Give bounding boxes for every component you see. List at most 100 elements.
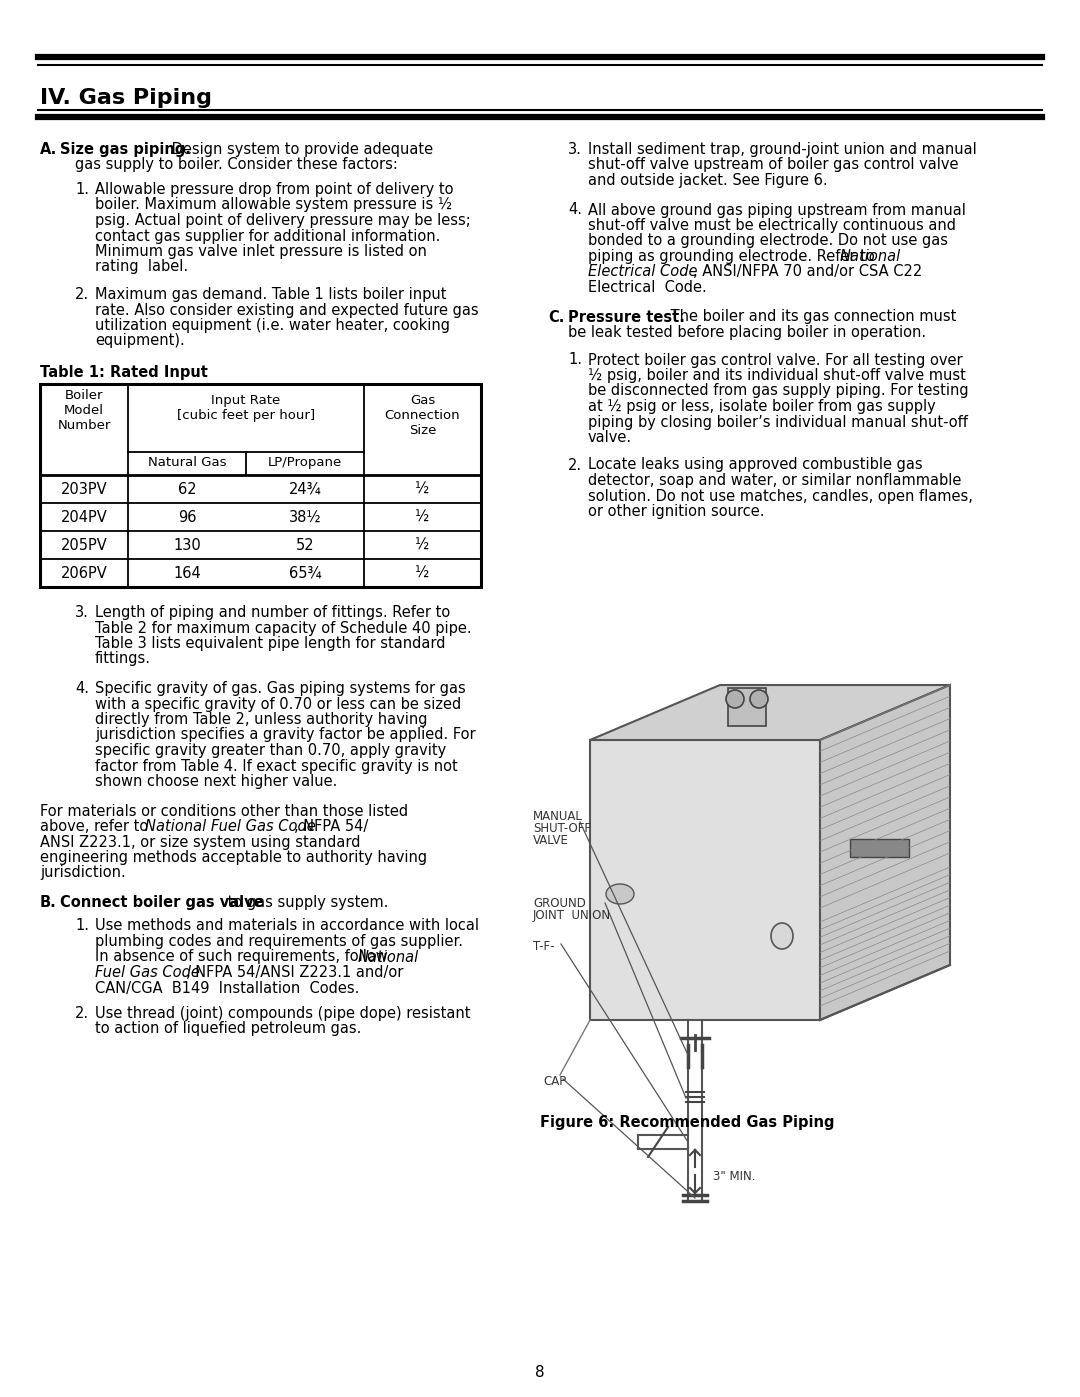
Text: and outside jacket. See Figure 6.: and outside jacket. See Figure 6. — [588, 173, 827, 189]
Text: For materials or conditions other than those listed: For materials or conditions other than t… — [40, 803, 408, 819]
Text: C.: C. — [548, 310, 565, 324]
Text: 8: 8 — [536, 1365, 544, 1380]
Text: plumbing codes and requirements of gas supplier.: plumbing codes and requirements of gas s… — [95, 935, 463, 949]
Text: Table 3 lists equivalent pipe length for standard: Table 3 lists equivalent pipe length for… — [95, 636, 446, 651]
Ellipse shape — [606, 884, 634, 904]
Text: Use methods and materials in accordance with local: Use methods and materials in accordance … — [95, 918, 480, 933]
Text: solution. Do not use matches, candles, open flames,: solution. Do not use matches, candles, o… — [588, 489, 973, 503]
Text: 3.: 3. — [568, 142, 582, 156]
Text: Natural Gas: Natural Gas — [148, 455, 226, 469]
Text: Length of piping and number of fittings. Refer to: Length of piping and number of fittings.… — [95, 605, 450, 620]
Text: National: National — [357, 950, 419, 964]
Text: , NFPA 54/ANSI Z223.1 and/or: , NFPA 54/ANSI Z223.1 and/or — [186, 965, 403, 981]
Text: Electrical Code: Electrical Code — [588, 264, 698, 279]
Text: Size gas piping.: Size gas piping. — [60, 142, 191, 156]
Text: 38½: 38½ — [288, 510, 322, 525]
Text: National: National — [840, 249, 901, 264]
Text: Input Rate
[cubic feet per hour]: Input Rate [cubic feet per hour] — [177, 394, 315, 422]
Text: shown choose next higher value.: shown choose next higher value. — [95, 774, 337, 789]
Text: 2.: 2. — [568, 457, 582, 472]
Polygon shape — [590, 685, 950, 740]
Text: 1.: 1. — [75, 182, 89, 197]
Text: 1.: 1. — [568, 352, 582, 367]
Text: ½: ½ — [416, 510, 430, 525]
Text: Use thread (joint) compounds (pipe dope) resistant: Use thread (joint) compounds (pipe dope)… — [95, 1006, 471, 1021]
Text: 24¾: 24¾ — [288, 482, 322, 497]
Text: 52: 52 — [296, 538, 314, 553]
Text: be leak tested before placing boiler in operation.: be leak tested before placing boiler in … — [568, 326, 927, 339]
Text: GROUND: GROUND — [534, 897, 585, 909]
Text: 1.: 1. — [75, 918, 89, 933]
Text: Locate leaks using approved combustible gas: Locate leaks using approved combustible … — [588, 457, 922, 472]
Text: Design system to provide adequate: Design system to provide adequate — [167, 142, 433, 156]
Text: Gas
Connection
Size: Gas Connection Size — [384, 394, 460, 437]
Text: Protect boiler gas control valve. For all testing over: Protect boiler gas control valve. For al… — [588, 352, 962, 367]
Text: jurisdiction specifies a gravity factor be applied. For: jurisdiction specifies a gravity factor … — [95, 728, 475, 742]
Text: Table 2 for maximum capacity of Schedule 40 pipe.: Table 2 for maximum capacity of Schedule… — [95, 620, 472, 636]
Text: gas supply to boiler. Consider these factors:: gas supply to boiler. Consider these fac… — [75, 158, 397, 172]
Bar — [40, 384, 481, 587]
Text: at ½ psig or less, isolate boiler from gas supply: at ½ psig or less, isolate boiler from g… — [588, 400, 935, 414]
Text: Allowable pressure drop from point of delivery to: Allowable pressure drop from point of de… — [95, 182, 454, 197]
Text: 2.: 2. — [75, 286, 90, 302]
Text: Boiler
Model
Number: Boiler Model Number — [57, 388, 110, 432]
Text: jurisdiction.: jurisdiction. — [40, 866, 125, 880]
Text: 203PV: 203PV — [60, 482, 107, 497]
Text: utilization equipment (i.e. water heater, cooking: utilization equipment (i.e. water heater… — [95, 319, 450, 332]
Text: 96: 96 — [178, 510, 197, 525]
Text: bonded to a grounding electrode. Do not use gas: bonded to a grounding electrode. Do not … — [588, 233, 948, 249]
Text: LP/Propane: LP/Propane — [268, 455, 342, 469]
Text: contact gas supplier for additional information.: contact gas supplier for additional info… — [95, 229, 441, 243]
Text: SHUT-OFF: SHUT-OFF — [534, 821, 591, 835]
Text: 130: 130 — [173, 538, 201, 553]
Text: piping as grounding electrode. Refer to: piping as grounding electrode. Refer to — [588, 249, 879, 264]
Text: psig. Actual point of delivery pressure may be less;: psig. Actual point of delivery pressure … — [95, 212, 471, 228]
Text: CAN/CGA  B149  Installation  Codes.: CAN/CGA B149 Installation Codes. — [95, 981, 360, 996]
Text: engineering methods acceptable to authority having: engineering methods acceptable to author… — [40, 849, 427, 865]
Circle shape — [750, 690, 768, 708]
Text: Minimum gas valve inlet pressure is listed on: Minimum gas valve inlet pressure is list… — [95, 244, 427, 258]
Polygon shape — [820, 685, 950, 1020]
Text: Install sediment trap, ground-joint union and manual: Install sediment trap, ground-joint unio… — [588, 142, 976, 156]
Bar — [850, 838, 908, 856]
Text: MANUAL: MANUAL — [534, 810, 583, 823]
Text: 164: 164 — [173, 566, 201, 581]
Text: Connect boiler gas valve: Connect boiler gas valve — [60, 895, 264, 909]
Text: shut-off valve must be electrically continuous and: shut-off valve must be electrically cont… — [588, 218, 956, 233]
Text: factor from Table 4. If exact specific gravity is not: factor from Table 4. If exact specific g… — [95, 759, 458, 774]
Text: boiler. Maximum allowable system pressure is ½: boiler. Maximum allowable system pressur… — [95, 197, 453, 212]
Text: Maximum gas demand. Table 1 lists boiler input: Maximum gas demand. Table 1 lists boiler… — [95, 286, 446, 302]
Text: B.: B. — [40, 895, 57, 909]
Text: 4.: 4. — [75, 680, 89, 696]
Text: In absence of such requirements, follow: In absence of such requirements, follow — [95, 950, 392, 964]
Text: specific gravity greater than 0.70, apply gravity: specific gravity greater than 0.70, appl… — [95, 743, 446, 759]
Ellipse shape — [771, 923, 793, 949]
Text: 3.: 3. — [75, 605, 89, 620]
Text: detector, soap and water, or similar nonflammable: detector, soap and water, or similar non… — [588, 474, 961, 488]
Text: ½: ½ — [416, 566, 430, 581]
Text: VALVE: VALVE — [534, 834, 569, 847]
Text: to gas supply system.: to gas supply system. — [222, 895, 389, 909]
Text: piping by closing boiler’s individual manual shut-off: piping by closing boiler’s individual ma… — [588, 415, 968, 429]
Text: Pressure test.: Pressure test. — [568, 310, 685, 324]
Text: equipment).: equipment). — [95, 334, 185, 348]
Text: 2.: 2. — [75, 1006, 90, 1021]
Text: with a specific gravity of 0.70 or less can be sized: with a specific gravity of 0.70 or less … — [95, 697, 461, 711]
Text: ANSI Z223.1, or size system using standard: ANSI Z223.1, or size system using standa… — [40, 834, 361, 849]
Text: 206PV: 206PV — [60, 566, 107, 581]
Text: CAP: CAP — [543, 1076, 566, 1088]
Text: 62: 62 — [178, 482, 197, 497]
Text: , NFPA 54/: , NFPA 54/ — [294, 819, 368, 834]
Text: valve.: valve. — [588, 430, 632, 446]
Text: 4.: 4. — [568, 203, 582, 218]
Text: fittings.: fittings. — [95, 651, 151, 666]
Text: A.: A. — [40, 142, 57, 156]
Text: Fuel Gas Code: Fuel Gas Code — [95, 965, 200, 981]
Text: 205PV: 205PV — [60, 538, 107, 553]
Text: 3" MIN.: 3" MIN. — [713, 1171, 756, 1183]
Text: Table 1: Rated Input: Table 1: Rated Input — [40, 365, 207, 380]
Text: All above ground gas piping upstream from manual: All above ground gas piping upstream fro… — [588, 203, 966, 218]
Text: 65¾: 65¾ — [288, 566, 322, 581]
Text: Electrical  Code.: Electrical Code. — [588, 279, 706, 295]
Text: JOINT  UNION: JOINT UNION — [534, 909, 611, 922]
